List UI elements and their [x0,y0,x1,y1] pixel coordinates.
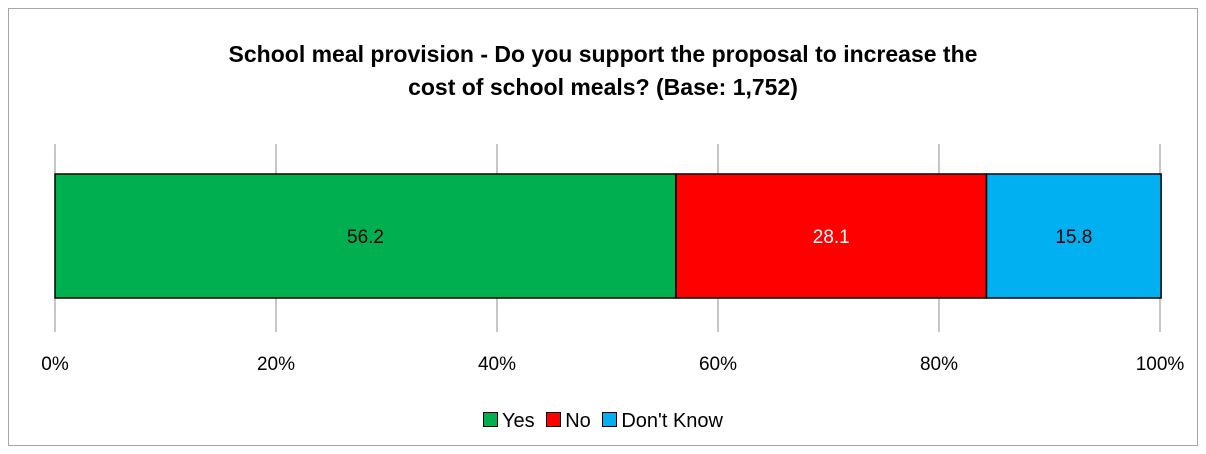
x-tick-label-80: 80% [920,354,958,375]
chart-title-line-2: cost of school meals? (Base: 1,752) [408,74,798,100]
legend-label-dont-know: Don't Know [621,410,723,433]
data-labels: 56.2 28.1 15.8 [347,227,1092,248]
legend-swatch-yes [483,412,498,428]
legend-item-dont-know: Don't Know [602,410,723,433]
x-tick-label-100: 100% [1136,354,1185,375]
bar-segments [54,173,1162,299]
legend-item-no: No [546,410,591,433]
x-tick-label-60: 60% [699,354,737,375]
bar-don-t-know [985,173,1162,299]
data-label-no: 28.1 [813,227,850,248]
legend-item-yes: Yes [483,410,535,433]
data-label-don-t-know: 15.8 [1055,227,1092,248]
bar-yes [54,173,677,299]
legend-label-no: No [565,410,591,433]
x-tick-label-0: 0% [41,354,69,375]
x-tick-label-20: 20% [257,354,295,375]
data-label-yes: 56.2 [347,227,384,248]
x-tick-label-40: 40% [478,354,516,375]
legend-swatch-no [546,412,562,428]
legend-label-yes: Yes [502,410,535,433]
x-tick-labels: 0% 20% 40% 60% 80% 100% [41,354,1184,375]
chart-title: School meal provision - Do you support t… [0,38,1206,104]
bar-no [675,173,988,299]
chart-title-line-1: School meal provision - Do you support t… [228,41,978,67]
legend-swatch-dont-know [602,412,618,428]
legend: Yes No Don't Know [0,410,1206,433]
